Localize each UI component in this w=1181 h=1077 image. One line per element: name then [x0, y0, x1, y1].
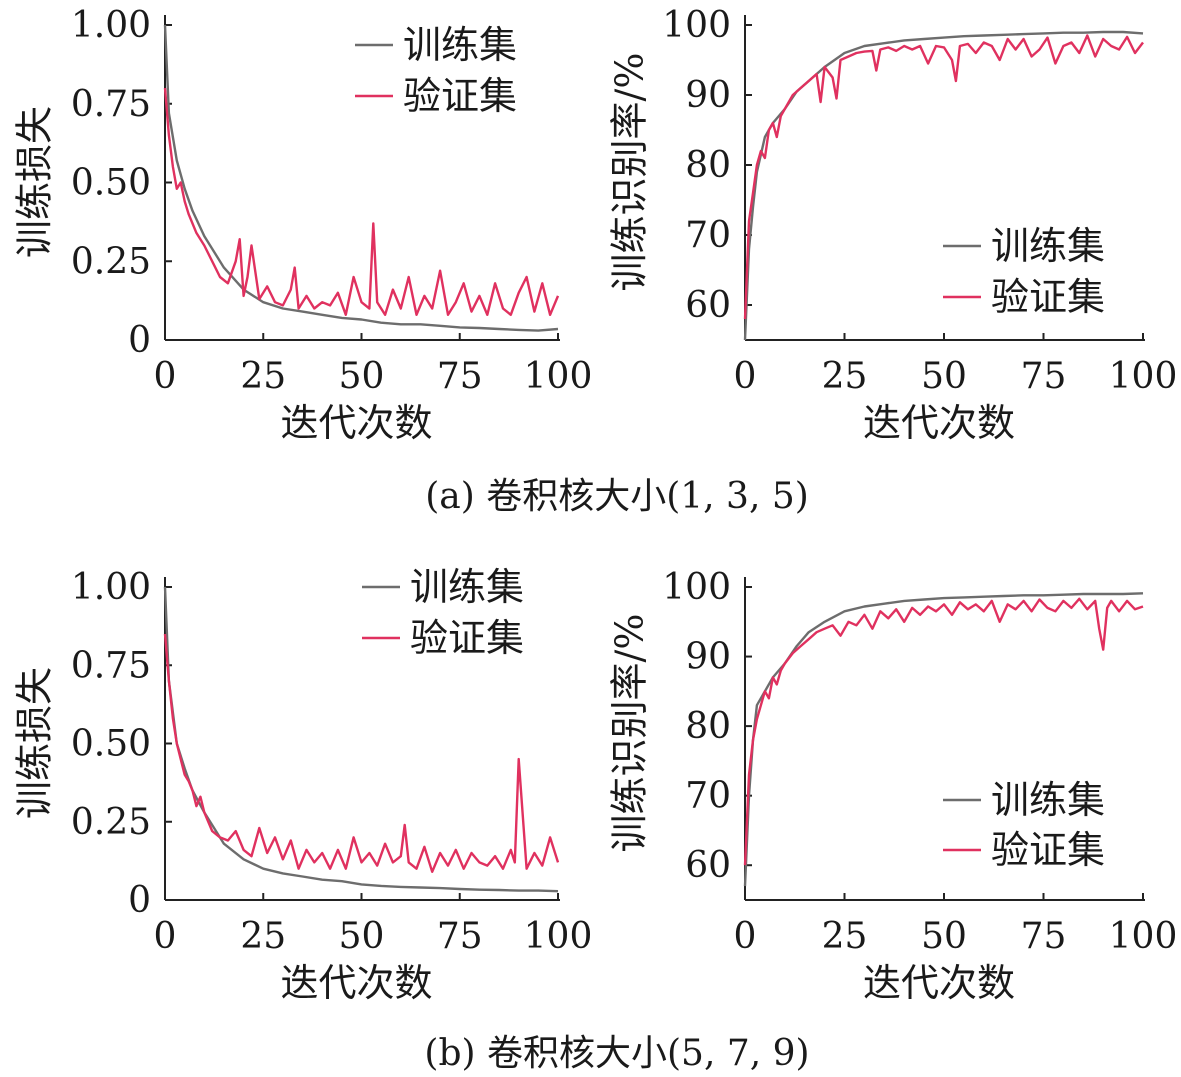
y-tick-label: 80 [685, 706, 731, 747]
x-tick-label: 0 [154, 916, 177, 957]
legend-label: 训练集 [991, 778, 1105, 822]
chart-b-loss: 0 25 50 75 100 0 0.25 0.50 0.75 1.00 迭代次数 训练损失 训练集验证… [13, 565, 593, 1005]
x-tick-label: 50 [921, 916, 967, 957]
x-tick-label: 100 [1109, 356, 1178, 397]
series-line-val [743, 597, 1144, 866]
caption-b: (b) 卷积核大小(5, 7, 9) [424, 1033, 809, 1074]
x-axis-label: 迭代次数 [863, 961, 1015, 1005]
y-tick-label: 0 [128, 320, 151, 361]
y-tick-label: 60 [685, 845, 731, 886]
x-tick-label: 75 [437, 916, 483, 957]
series-line-train [163, 24, 559, 332]
y-tick-label: 80 [685, 145, 731, 186]
legend-label: 训练集 [991, 224, 1105, 268]
y-axis-label: 训练损失 [13, 106, 57, 258]
x-tick-label: 50 [339, 356, 385, 397]
y-axis-label: 训练损失 [13, 667, 57, 819]
x-tick-label: 0 [734, 356, 757, 397]
y-tick-label: 0.75 [71, 645, 151, 686]
series-line-val [163, 87, 560, 316]
x-tick-label: 25 [822, 356, 868, 397]
x-tick-label: 50 [921, 356, 967, 397]
y-tick-label: 0.25 [71, 802, 151, 843]
legend-label: 验证集 [410, 616, 524, 660]
x-tick-label: 100 [524, 356, 593, 397]
y-tick-label: 1.00 [71, 567, 151, 608]
legend-label: 训练集 [410, 565, 524, 609]
legend-label: 验证集 [991, 828, 1105, 872]
x-tick-label: 75 [1021, 916, 1067, 957]
y-tick-label: 0.75 [71, 84, 151, 125]
y-tick-label: 70 [685, 776, 731, 817]
y-axis-label: 训练识别率/% [608, 614, 652, 853]
x-tick-label: 50 [339, 916, 385, 957]
series-line-val [163, 633, 560, 873]
chart-a-loss: 0 25 50 75 100 0 0.25 0.50 0.75 1.00 迭代次数 训练损失 训练集验证… [13, 5, 593, 445]
y-tick-label: 100 [662, 567, 731, 608]
x-axis-label: 迭代次数 [280, 961, 432, 1005]
x-axis-label: 迭代次数 [280, 401, 432, 445]
y-tick-label: 1.00 [71, 5, 151, 46]
y-tick-label: 90 [685, 75, 731, 116]
x-tick-label: 100 [1109, 916, 1178, 957]
x-tick-label: 75 [437, 356, 483, 397]
x-tick-label: 0 [734, 916, 757, 957]
series-line-train [743, 30, 1144, 341]
caption-a: (a) 卷积核大小(1, 3, 5) [425, 476, 809, 517]
x-tick-label: 25 [240, 356, 286, 397]
y-tick-label: 0.50 [71, 163, 151, 204]
y-axis-label: 训练识别率/% [608, 53, 652, 292]
legend-label: 验证集 [991, 275, 1105, 319]
x-tick-label: 0 [154, 356, 177, 397]
x-tick-label: 75 [1021, 356, 1067, 397]
series-line-val [743, 34, 1144, 320]
y-tick-label: 60 [685, 285, 731, 326]
legend-label: 训练集 [403, 23, 517, 67]
x-tick-label: 25 [240, 916, 286, 957]
x-axis-label: 迭代次数 [863, 401, 1015, 445]
y-tick-label: 0.25 [71, 241, 151, 282]
legend-label: 验证集 [403, 74, 517, 118]
y-tick-label: 100 [662, 5, 731, 46]
y-tick-label: 70 [685, 215, 731, 256]
series-line-train [743, 592, 1144, 887]
y-tick-label: 0 [128, 880, 151, 921]
x-tick-label: 100 [524, 916, 593, 957]
y-tick-label: 0.50 [71, 724, 151, 765]
y-tick-label: 90 [685, 637, 731, 678]
x-tick-label: 25 [822, 916, 868, 957]
